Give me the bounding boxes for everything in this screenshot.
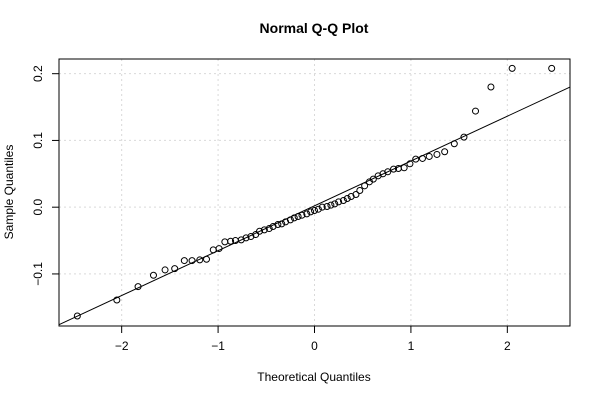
data-point — [472, 107, 480, 115]
reference-line-group — [58, 86, 571, 326]
data-point — [134, 283, 142, 291]
data-point — [327, 201, 335, 209]
x-tick-label: 0 — [311, 339, 318, 353]
data-points — [73, 64, 556, 320]
data-point — [294, 213, 302, 221]
data-point — [418, 154, 426, 162]
data-point — [331, 200, 339, 208]
y-tick-label: 0.2 — [31, 65, 45, 82]
data-point — [290, 214, 298, 222]
data-point — [508, 64, 516, 72]
y-axis: −0.1 0.0 0.1 0.2 — [31, 65, 59, 286]
data-point — [369, 175, 377, 183]
y-tick-label: 0.0 — [31, 199, 45, 216]
y-axis-label: Sample Quantiles — [2, 145, 16, 240]
data-point — [260, 226, 268, 234]
data-point — [450, 140, 458, 148]
data-point — [311, 207, 318, 215]
data-point — [352, 191, 360, 199]
data-point — [242, 234, 250, 242]
data-point — [188, 257, 196, 265]
data-point — [265, 225, 273, 233]
data-point — [286, 216, 294, 224]
x-tick-label: 1 — [408, 339, 415, 353]
data-point — [196, 256, 204, 264]
x-axis-label: Theoretical Quantiles — [257, 370, 370, 384]
data-point — [215, 245, 223, 253]
reference-line — [58, 86, 571, 326]
data-point — [339, 197, 347, 205]
data-point — [73, 312, 81, 320]
grid-lines — [59, 59, 570, 326]
x-tick-label: −1 — [211, 339, 225, 353]
data-point — [209, 246, 217, 254]
data-point — [441, 148, 449, 156]
data-point — [303, 210, 311, 218]
data-point — [390, 165, 398, 173]
data-point — [314, 205, 322, 213]
x-tick-label: 2 — [504, 339, 511, 353]
data-point — [460, 133, 468, 141]
data-point — [298, 211, 306, 219]
y-tick-label: −0.1 — [31, 262, 45, 286]
data-point — [318, 203, 326, 211]
data-point — [425, 152, 433, 160]
data-point — [323, 203, 331, 211]
data-point — [548, 64, 556, 72]
data-point — [335, 198, 343, 206]
data-point — [343, 195, 351, 203]
data-point — [149, 271, 157, 279]
data-point — [203, 255, 211, 263]
data-point — [256, 227, 264, 235]
data-point — [161, 266, 169, 274]
data-point — [278, 220, 286, 228]
data-point — [180, 257, 188, 265]
data-point — [487, 83, 495, 91]
data-point — [274, 221, 282, 229]
x-axis: −2 −1 0 1 2 — [115, 326, 511, 353]
data-point — [406, 160, 414, 168]
data-point — [384, 168, 392, 176]
data-point — [171, 265, 179, 273]
data-point — [307, 208, 315, 216]
data-point — [400, 164, 408, 172]
data-point — [356, 186, 364, 194]
x-tick-label: −2 — [115, 339, 129, 353]
data-point — [433, 150, 441, 158]
data-point — [361, 182, 369, 190]
chart-title: Normal Q-Q Plot — [260, 20, 369, 36]
y-tick-label: 0.1 — [31, 132, 45, 149]
data-point — [221, 238, 229, 246]
data-point — [412, 155, 420, 163]
data-point — [227, 237, 235, 245]
data-point — [113, 296, 121, 304]
